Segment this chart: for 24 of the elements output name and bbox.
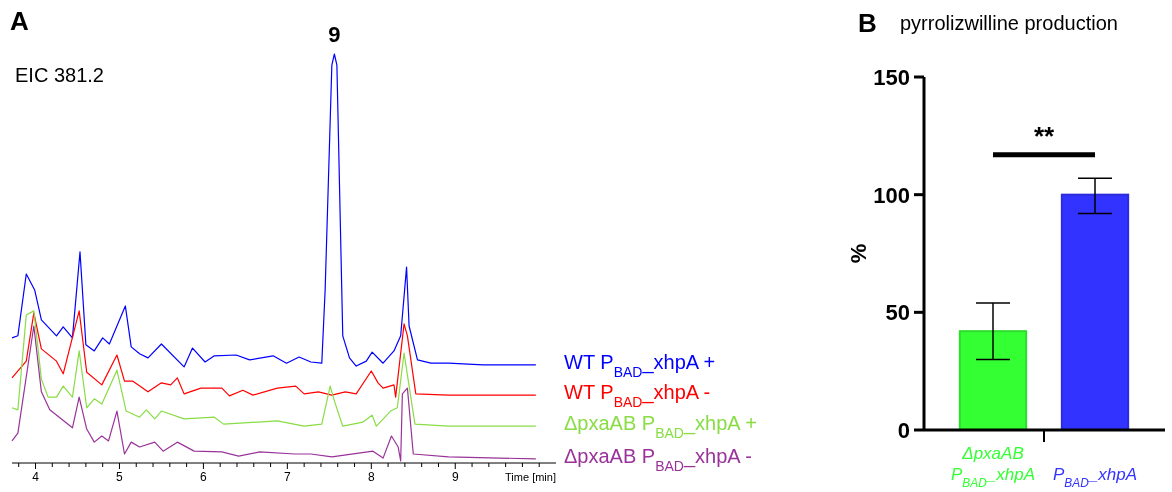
- text: B: [858, 8, 877, 38]
- x-tick-label: 5: [116, 470, 124, 484]
- x-tick-label: 6: [200, 470, 208, 484]
- annotation: EIC 381.2: [15, 64, 104, 86]
- chart-title: pyrrolizwilline production: [900, 12, 1118, 34]
- x-tick-label: ΔpxaAB P$_{BAD}$_xhpA: [951, 444, 1035, 490]
- annotation: **: [1033, 120, 1055, 151]
- y-tick-label: 50: [885, 300, 910, 326]
- y-tick-label: 100: [873, 182, 910, 208]
- annotation: 9: [328, 22, 341, 47]
- series-label: ΔpxaAB P$_{BAD}$_xhpA -: [564, 444, 752, 474]
- series-label: ΔpxaAB P$_{BAD}$_xhpA +: [564, 412, 757, 442]
- y-axis-title: %: [846, 243, 871, 264]
- y-tick-label: 0: [897, 418, 910, 443]
- x-tick-label: 8: [367, 470, 375, 484]
- x-tick-label: 7: [284, 470, 292, 484]
- y-tick-label: 150: [873, 65, 910, 90]
- x-tick-label: 9: [451, 470, 459, 484]
- x-axis-title: Time [min]: [505, 471, 556, 483]
- series-label: WT P$_{BAD}$_xhpA -: [564, 381, 711, 411]
- series-label: WT P$_{BAD}$_xhpA +: [564, 350, 716, 380]
- x-tick-label: P$_{BAD}$_xhpA: [1053, 465, 1137, 490]
- text: A: [10, 6, 29, 36]
- x-tick-label: 4: [32, 470, 40, 484]
